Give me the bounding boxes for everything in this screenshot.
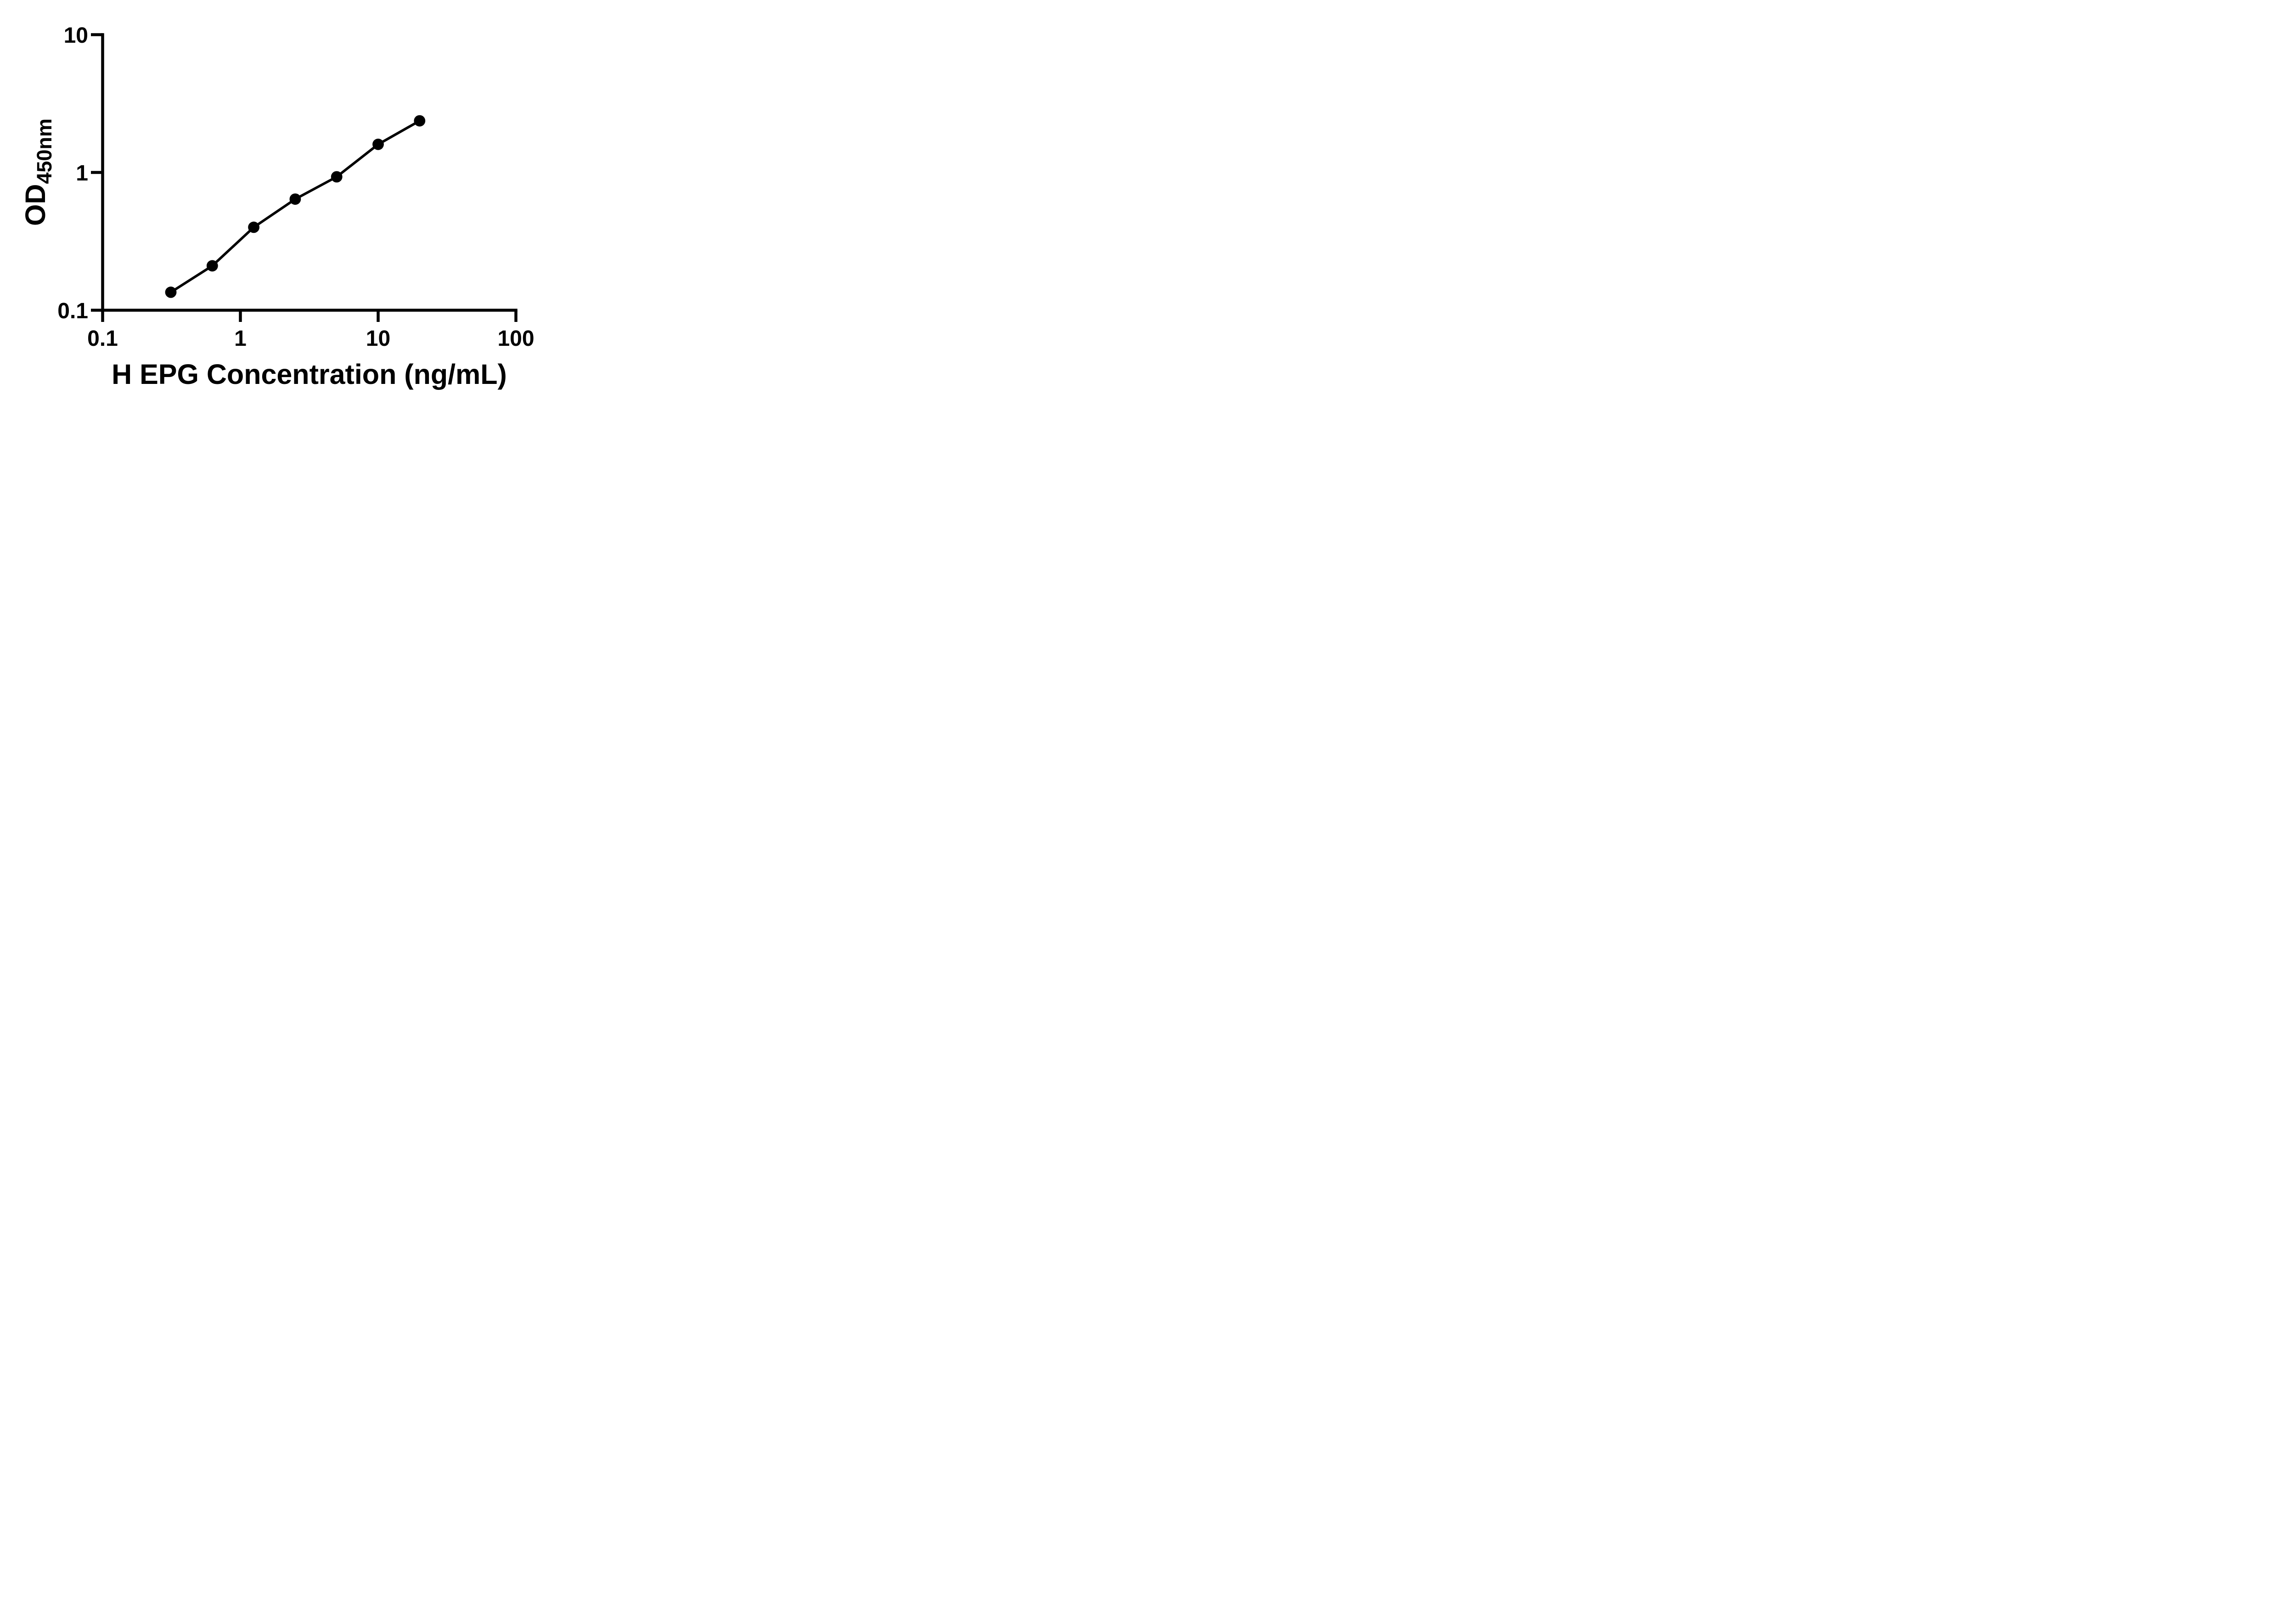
y-axis-title-main: OD (20, 184, 51, 226)
x-tick-label-100: 100 (497, 327, 534, 351)
x-tick-label-10: 10 (366, 327, 390, 351)
data-point-5 (372, 138, 384, 150)
x-tick-label-1: 1 (234, 327, 247, 351)
standard-curve-chart: 0.1 1 10 0.1 1 10 100 H EPG Concentration (ng/m… (20, 23, 535, 390)
data-point-6 (414, 115, 426, 127)
y-tick-label-1: 1 (76, 161, 88, 186)
data-point-3 (289, 193, 301, 205)
data-point-4 (331, 171, 343, 183)
elisa-standard-curve-figure: 0.1 1 10 0.1 1 10 100 H EPG Concentration (ng/m… (0, 0, 580, 406)
data-point-1 (206, 260, 218, 272)
y-axis-title: OD450nm (20, 118, 56, 226)
x-tick-label-0.1: 0.1 (87, 327, 118, 351)
data-point-0 (165, 287, 177, 298)
y-axis-title-subscript: 450nm (33, 118, 56, 184)
y-tick-label-10: 10 (64, 23, 88, 48)
data-point-2 (248, 221, 259, 233)
x-axis-title: H EPG Concentration (ng/mL) (112, 359, 507, 390)
y-tick-label-0.1: 0.1 (57, 299, 88, 323)
